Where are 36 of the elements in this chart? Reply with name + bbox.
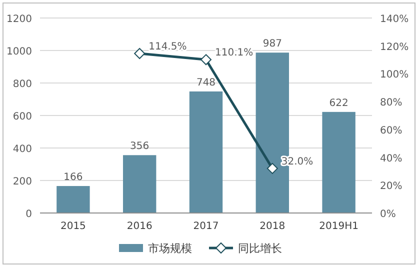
data-label: 356	[130, 141, 150, 152]
legend-label: 同比增长	[238, 242, 282, 255]
data-label: 166	[64, 172, 83, 184]
data-label: 987	[262, 38, 282, 50]
y-tick-label: 400	[12, 144, 32, 155]
legend-label: 市场规模	[148, 242, 192, 255]
point	[266, 162, 278, 174]
y2-tick-label: 0%	[380, 209, 396, 220]
y2-tick-label: 100%	[380, 70, 409, 81]
y2-tick-label: 20%	[380, 181, 402, 192]
x-tick-label: 2019H1	[319, 221, 358, 232]
data-label: 114.5%	[148, 42, 187, 53]
bar	[56, 186, 90, 213]
data-label: 110.1%	[215, 48, 254, 59]
x-tick-label: 2017	[193, 221, 219, 232]
bar	[189, 91, 223, 213]
point	[200, 54, 212, 66]
y-tick-label: 1000	[6, 46, 32, 58]
y2-tick-label: 120%	[380, 42, 409, 53]
bar	[322, 112, 356, 213]
data-label: 748	[196, 77, 216, 88]
y-tick-label: 1200	[6, 14, 32, 25]
y-tick-label: 800	[12, 79, 32, 90]
y2-tick-label: 40%	[380, 153, 402, 164]
x-tick-label: 2015	[60, 221, 86, 232]
y-tick-label: 0	[26, 209, 32, 220]
x-tick-label: 2018	[260, 221, 286, 232]
point	[134, 48, 146, 60]
y2-tick-label: 80%	[380, 98, 402, 109]
bar	[123, 155, 156, 213]
y-tick-label: 200	[12, 176, 32, 188]
y-tick-label: 600	[12, 112, 32, 122]
data-label: 622	[329, 98, 348, 109]
y2-tick-label: 140%	[380, 14, 409, 25]
x-tick-label: 2016	[126, 221, 152, 232]
y2-tick-label: 60%	[380, 125, 402, 136]
